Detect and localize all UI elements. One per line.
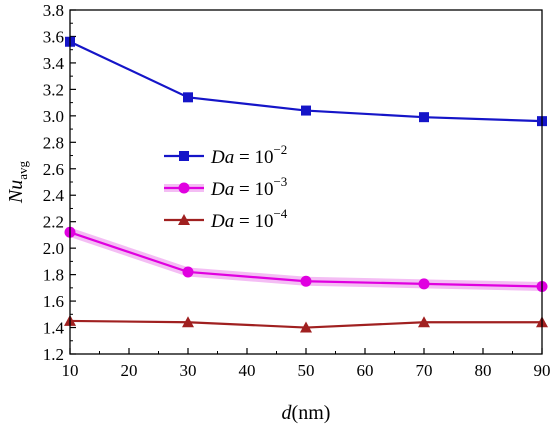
legend-marker [178,214,190,225]
legend-entry-2: Da = 10−3 [164,174,287,200]
data-point [300,321,312,333]
x-tick-label: 70 [416,361,433,380]
y-tick-label: 2.0 [43,239,64,258]
y-axis-variable: Nu [5,180,27,204]
y-tick-label: 3.0 [43,107,64,126]
legend-var: Da [210,147,234,168]
y-tick-label: 2.4 [43,186,65,205]
series-3 [64,314,548,333]
x-tick-label: 80 [475,361,492,380]
data-point [418,316,430,328]
legend: Da = 10−2Da = 10−3Da = 10−4 [164,142,288,232]
legend-label: Da = 10−4 [210,206,288,232]
legend-entry-1: Da = 10−2 [164,142,287,168]
data-point [182,266,194,278]
data-point [182,316,194,328]
x-axis-variable: d [282,402,293,424]
series-2 [64,226,548,293]
legend-label: Da = 10−2 [210,142,287,168]
y-tick-label: 3.4 [43,54,65,73]
legend-entry-3: Da = 10−4 [164,206,288,232]
data-point [301,105,311,116]
x-tick-label: 30 [180,361,197,380]
y-tick-label: 1.2 [43,345,64,364]
y-tick-label: 2.2 [43,213,64,232]
y-tick-label: 1.8 [43,266,64,285]
legend-var: Da [210,179,234,200]
legend-marker [179,151,189,161]
data-point [300,275,312,287]
legend-eq: = 10 [234,179,273,200]
y-tick-label: 3.8 [43,1,64,20]
legend-label: Da = 10−3 [210,174,287,200]
legend-marker [178,182,190,194]
y-tick-label: 3.2 [43,80,64,99]
legend-eq: = 10 [234,211,273,232]
x-axis-title: d(nm) [282,402,331,424]
series-1 [65,36,547,127]
x-tick-label: 90 [534,361,550,380]
y-tick-label: 1.4 [43,319,65,338]
y-tick-label: 2.6 [43,160,64,179]
y-axis-title: Nuavg [5,160,30,204]
legend-exp: −4 [273,206,287,221]
legend-eq: = 10 [234,147,273,168]
y-tick-label: 2.8 [43,133,64,152]
legend-var: Da [210,211,234,232]
legend-exp: −3 [273,174,287,189]
x-tick-label: 20 [121,361,138,380]
x-tick-label: 60 [357,361,374,380]
plot-frame [69,9,543,355]
ticks-layer: 10 20 30 40 50 60 70 80 90 1.2 1.4 1.6 1.8 2.0 2.2 2.4 2… [43,1,550,380]
y-axis-subscript: avg [15,160,30,179]
y-tick-label: 1.6 [43,292,64,311]
y-tick-label: 3.6 [43,27,64,46]
data-point [418,278,430,290]
data-point [183,92,193,103]
data-point [419,112,429,123]
x-tick-label: 40 [239,361,256,380]
x-axis-unit: (nm) [292,402,331,424]
x-tick-label: 50 [298,361,315,380]
legend-exp: −2 [273,142,287,157]
x-tick-label: 10 [62,361,79,380]
series-layer [64,36,548,333]
